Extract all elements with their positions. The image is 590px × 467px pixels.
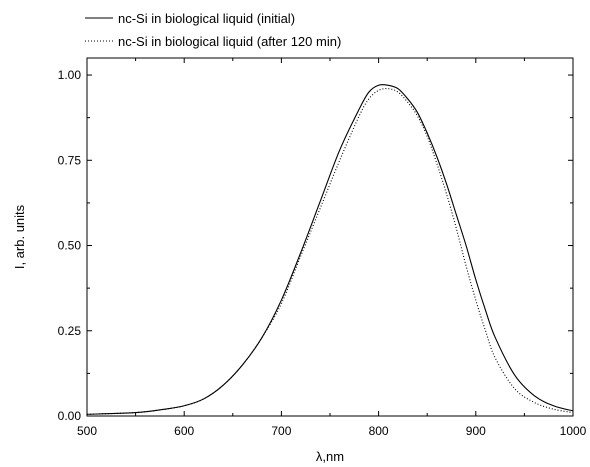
x-tick-label: 800	[369, 424, 389, 438]
legend-label-initial: nc-Si in biological liquid (initial)	[118, 11, 295, 26]
x-tick-label: 1000	[560, 424, 587, 438]
x-tick-label: 600	[174, 424, 194, 438]
y-axis-label: I, arb. units	[12, 204, 27, 269]
legend: nc-Si in biological liquid (initial) nc-…	[85, 11, 341, 49]
series-line-after-120-min	[86, 88, 574, 415]
plot-frame	[86, 57, 574, 417]
legend-label-after-120-min: nc-Si in biological liquid (after 120 mi…	[118, 34, 341, 49]
series-line-initial	[86, 84, 574, 415]
y-tick-label: 0.75	[58, 153, 82, 167]
x-axis-label: λ,nm	[316, 449, 344, 464]
x-tick-label: 700	[271, 424, 291, 438]
y-tick-label: 0.50	[58, 239, 82, 253]
x-tick-label: 500	[77, 424, 97, 438]
axis-ticks: 500 600 700 800 900 1000 0.00 0.25 0.50 0.75 1.00	[58, 58, 587, 438]
x-tick-label: 900	[466, 424, 486, 438]
y-tick-label: 0.25	[58, 324, 82, 338]
y-tick-label: 1.00	[58, 68, 82, 82]
series-group	[86, 84, 574, 415]
y-tick-label: 0.00	[58, 409, 82, 423]
